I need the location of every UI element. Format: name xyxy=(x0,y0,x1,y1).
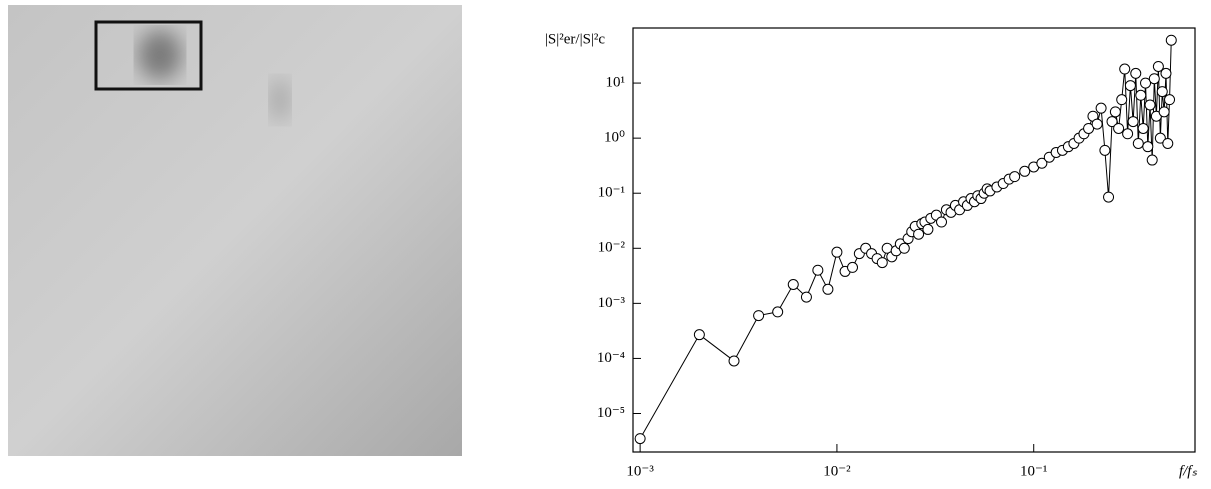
data-point xyxy=(1099,144,1111,156)
data-point xyxy=(1165,34,1177,46)
x-tick-label: 10⁻² xyxy=(823,463,851,479)
data-point xyxy=(1148,73,1160,85)
data-point xyxy=(1124,80,1136,92)
data-point xyxy=(1106,116,1118,128)
data-point xyxy=(1009,171,1021,183)
data-point xyxy=(1132,137,1144,149)
data-point xyxy=(822,283,834,295)
data-point xyxy=(693,329,705,341)
data-point xyxy=(1122,128,1134,140)
data-point xyxy=(1146,154,1158,166)
photo xyxy=(8,5,462,456)
y-axis-label: |S|²er/|S|²c xyxy=(545,31,606,47)
data-point xyxy=(1119,63,1131,75)
data-point xyxy=(922,223,934,235)
y-tick-label: 10⁻¹ xyxy=(598,185,625,201)
y-tick-label: 10⁰ xyxy=(604,130,625,146)
data-point xyxy=(1019,165,1031,177)
data-point xyxy=(1103,191,1115,203)
data-point xyxy=(898,242,910,254)
data-point xyxy=(1156,86,1168,98)
data-point xyxy=(1130,67,1142,79)
data-point xyxy=(1164,94,1176,106)
data-point xyxy=(634,433,646,445)
x-tick-label: 10⁻¹ xyxy=(1020,463,1047,479)
data-point xyxy=(1036,157,1048,169)
data-point xyxy=(913,228,925,240)
data-point xyxy=(1140,77,1152,89)
data-point xyxy=(1137,122,1149,134)
data-point xyxy=(1152,60,1164,72)
x-tick-label: 10⁻³ xyxy=(626,463,654,479)
data-point xyxy=(876,257,888,269)
data-point xyxy=(1083,122,1095,134)
data-point xyxy=(812,264,824,276)
data-point xyxy=(1160,67,1172,79)
data-point xyxy=(800,291,812,303)
data-point xyxy=(1116,94,1128,106)
data-point xyxy=(787,279,799,291)
data-point xyxy=(1091,118,1103,130)
data-point xyxy=(1154,132,1166,144)
y-tick-label: 10⁻⁴ xyxy=(597,350,625,366)
data-point xyxy=(1127,116,1139,128)
data-point xyxy=(772,306,784,318)
data-point xyxy=(1142,141,1154,153)
y-tick-label: 10⁻³ xyxy=(598,295,626,311)
data-point xyxy=(728,355,740,367)
data-point xyxy=(753,310,765,322)
data-point xyxy=(1135,89,1147,101)
data-point xyxy=(1095,102,1107,114)
data-point xyxy=(1162,137,1174,149)
data-point xyxy=(1144,99,1156,111)
x-axis-label: f/fₛ xyxy=(1179,463,1198,479)
y-tick-label: 10¹ xyxy=(606,75,626,91)
data-point xyxy=(1113,122,1125,134)
data-point xyxy=(1109,106,1121,118)
data-point xyxy=(936,216,948,228)
y-tick-label: 10⁻² xyxy=(598,240,626,256)
data-point xyxy=(831,246,843,258)
plot-frame xyxy=(632,27,1196,453)
y-tick-label: 10⁻⁵ xyxy=(597,405,625,421)
data-point xyxy=(1158,106,1170,118)
data-point xyxy=(847,261,859,273)
